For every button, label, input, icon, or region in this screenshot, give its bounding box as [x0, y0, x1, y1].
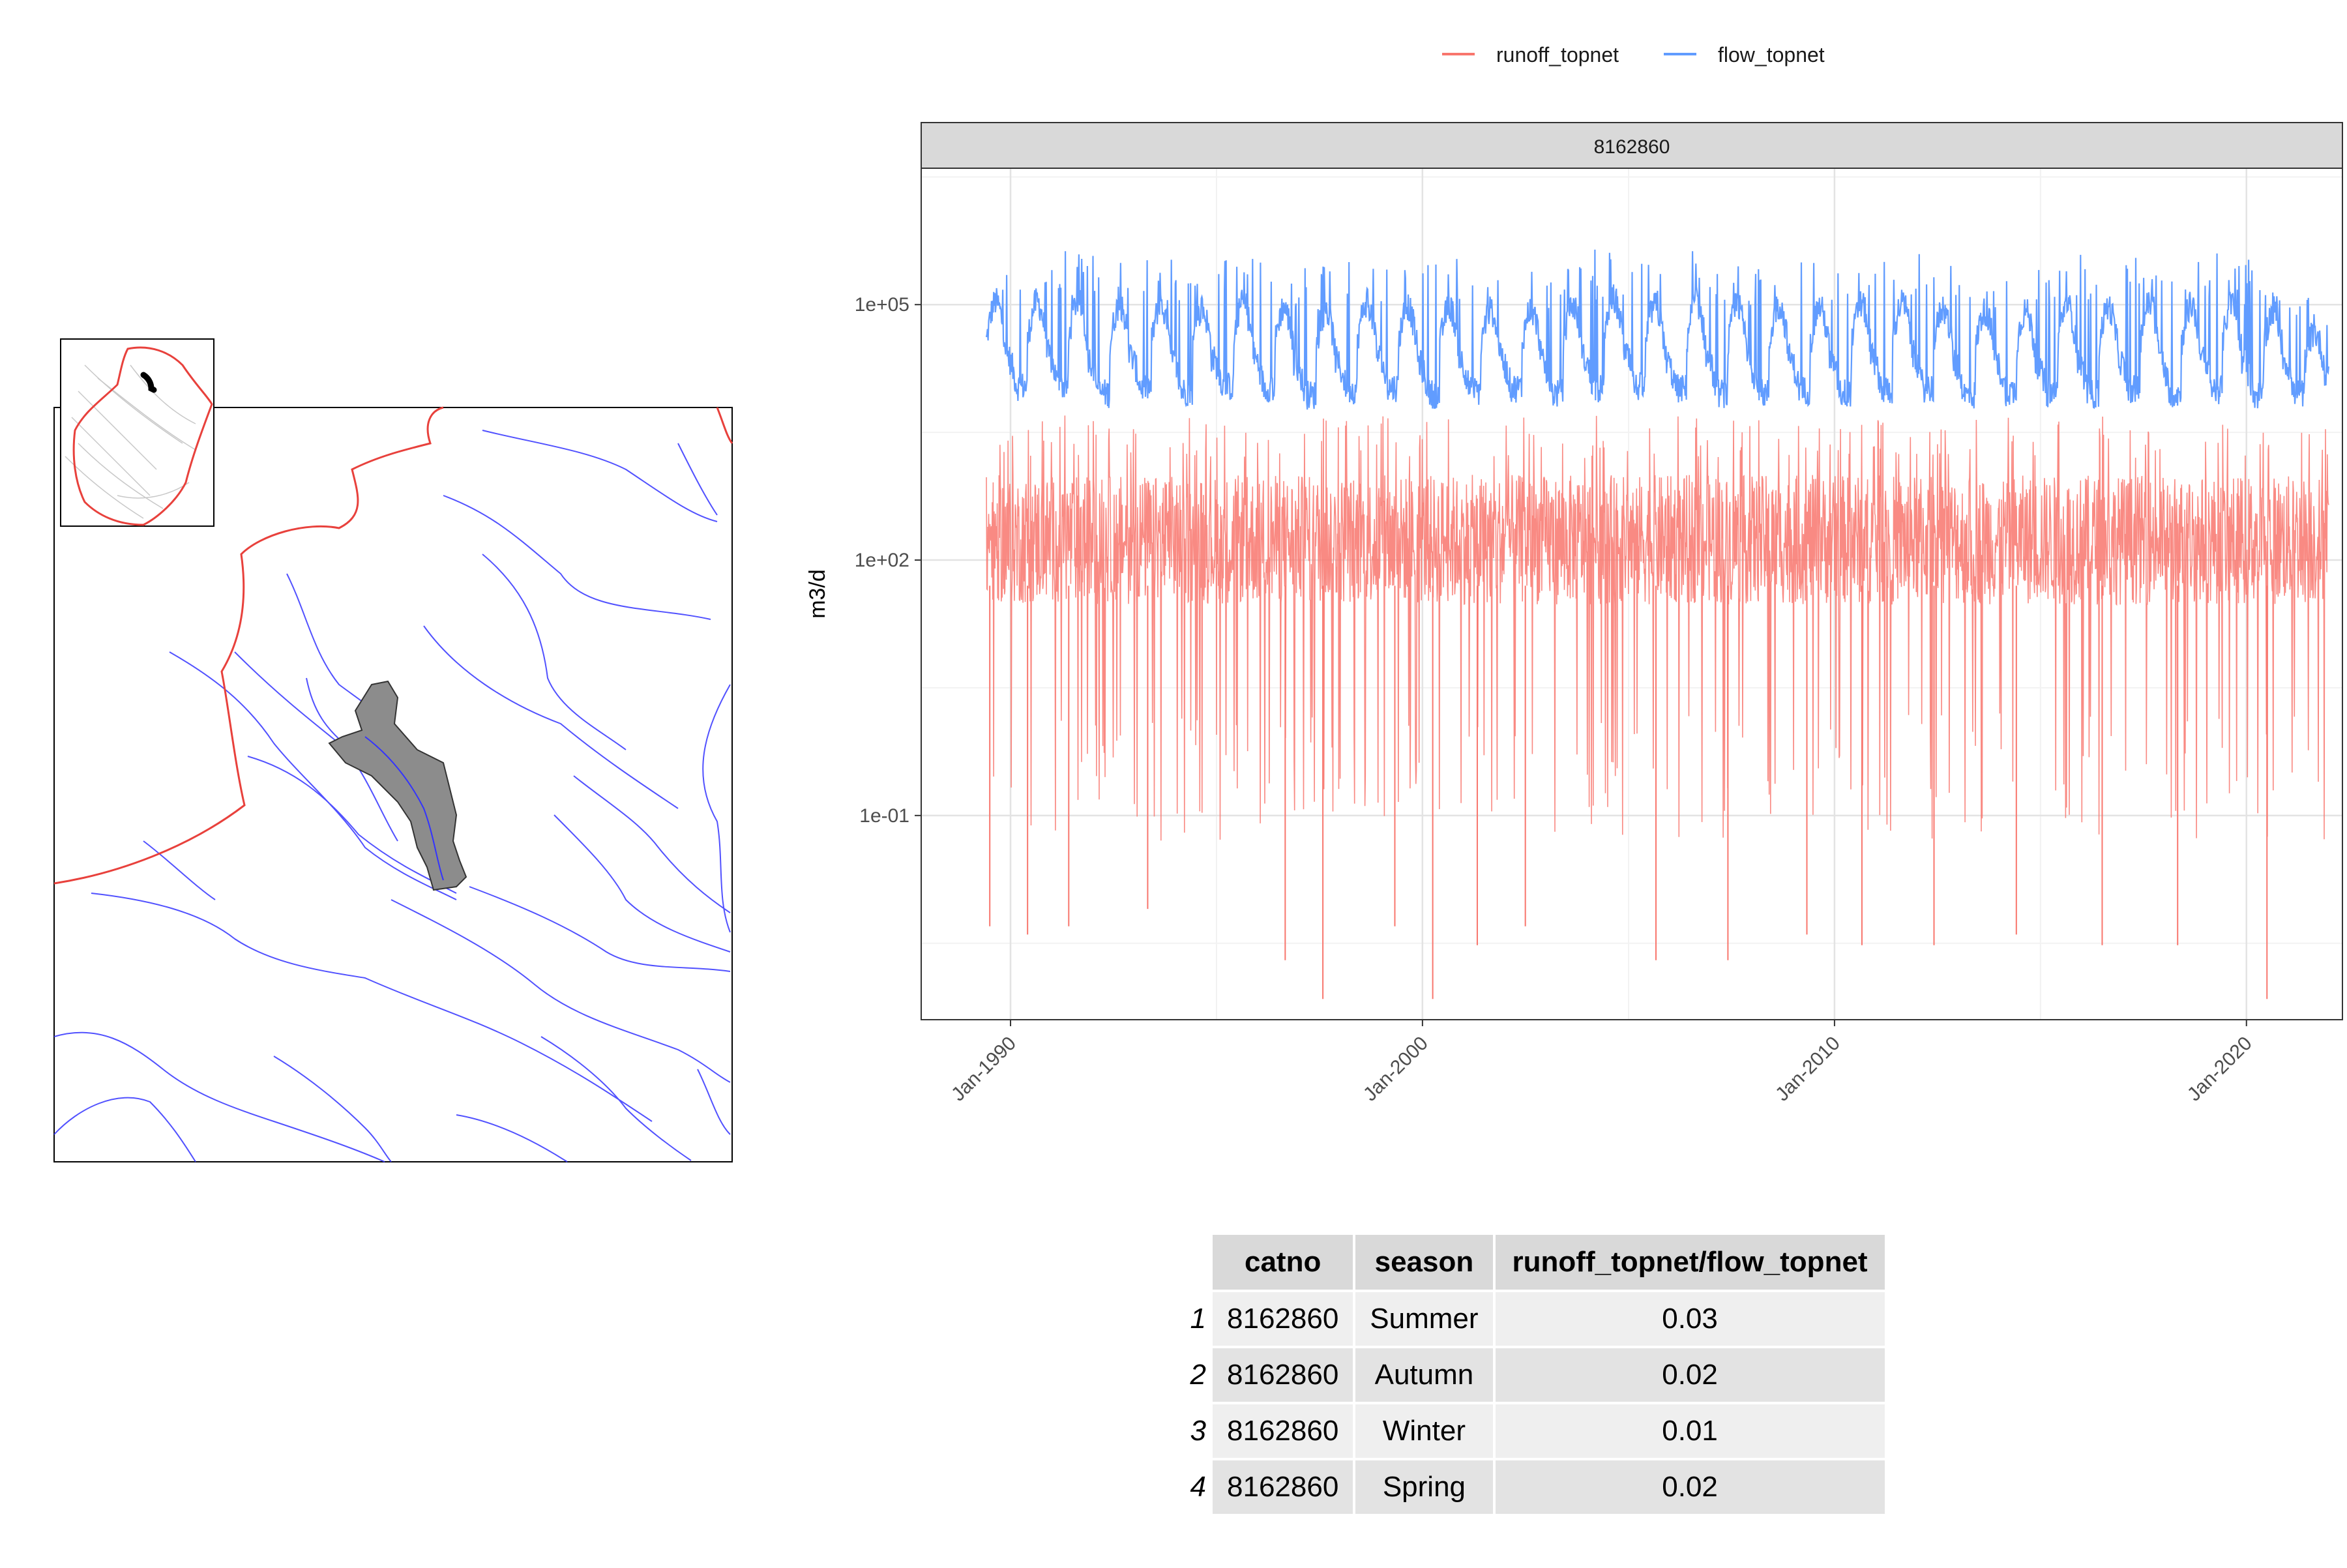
table-row: 1 8162860 Summer 0.03: [1176, 1292, 1885, 1346]
region-outline: [72, 346, 213, 526]
table-row: 4 8162860 Spring 0.02: [1176, 1460, 1885, 1514]
cell-catno: 8162860: [1213, 1292, 1353, 1346]
catchment-river: [364, 736, 444, 881]
x-tick-label: Jan-1990: [947, 1033, 1020, 1106]
header-rownum: [1176, 1235, 1210, 1290]
inset-map: [60, 338, 214, 527]
legend-label-runoff: runoff_topnet: [1496, 43, 1619, 67]
cell-season: Winter: [1355, 1404, 1493, 1458]
row-number: 3: [1190, 1415, 1206, 1447]
season-ratio-table: catno season runoff_topnet/flow_topnet 1…: [1174, 1232, 1887, 1516]
catchment-marker: [140, 372, 157, 393]
cell-catno: 8162860: [1213, 1348, 1353, 1402]
header-season: season: [1355, 1235, 1493, 1290]
cell-season: Summer: [1355, 1292, 1493, 1346]
header-ratio: runoff_topnet/flow_topnet: [1495, 1235, 1885, 1290]
runoff-series: [986, 415, 2329, 999]
region-boundary: [53, 406, 733, 885]
header-catno: catno: [1213, 1235, 1353, 1290]
chart-legend: runoff_topnet flow_topnet: [1442, 43, 1825, 67]
y-tick-label: 1e+02: [855, 550, 909, 571]
cell-catno: 8162860: [1213, 1460, 1353, 1514]
table-row: 2 8162860 Autumn 0.02: [1176, 1348, 1885, 1402]
map-panel: [0, 0, 782, 1565]
cell-ratio: 0.03: [1495, 1292, 1885, 1346]
cell-season: Spring: [1355, 1460, 1493, 1514]
inset-frame: [60, 338, 214, 527]
river-network: [53, 430, 731, 1162]
cell-ratio: 0.01: [1495, 1404, 1885, 1458]
x-tick-label: Jan-2000: [1359, 1033, 1432, 1106]
catchment-map: [53, 338, 733, 1162]
x-tick-label: Jan-2020: [2183, 1033, 2256, 1106]
flow-series: [985, 249, 2329, 410]
timeseries-chart: runoff_topnet flow_topnet 8162860 1e-01 1…: [805, 43, 2343, 1106]
cell-season: Autumn: [1355, 1348, 1493, 1402]
row-number: 1: [1190, 1303, 1206, 1335]
table-header-row: catno season runoff_topnet/flow_topnet: [1176, 1235, 1885, 1290]
cell-ratio: 0.02: [1495, 1460, 1885, 1514]
facet-label: 8162860: [1594, 136, 1670, 158]
y-tick-label: 1e+05: [855, 294, 909, 316]
cell-catno: 8162860: [1213, 1404, 1353, 1458]
flow-line: [985, 249, 2329, 410]
x-tick-label: Jan-2010: [1771, 1033, 1844, 1106]
legend-label-flow: flow_topnet: [1718, 43, 1825, 67]
y-tick-label: 1e-01: [859, 805, 909, 827]
runoff-line: [986, 415, 2329, 841]
ratio-table: catno season runoff_topnet/flow_topnet 1…: [1174, 1232, 1887, 1516]
plot-panel-border: [921, 168, 2343, 1020]
row-number: 4: [1190, 1471, 1206, 1503]
table-row: 3 8162860 Winter 0.01: [1176, 1404, 1885, 1458]
y-axis-label: m3/d: [805, 569, 830, 619]
cell-ratio: 0.02: [1495, 1348, 1885, 1402]
row-number: 2: [1190, 1359, 1206, 1391]
